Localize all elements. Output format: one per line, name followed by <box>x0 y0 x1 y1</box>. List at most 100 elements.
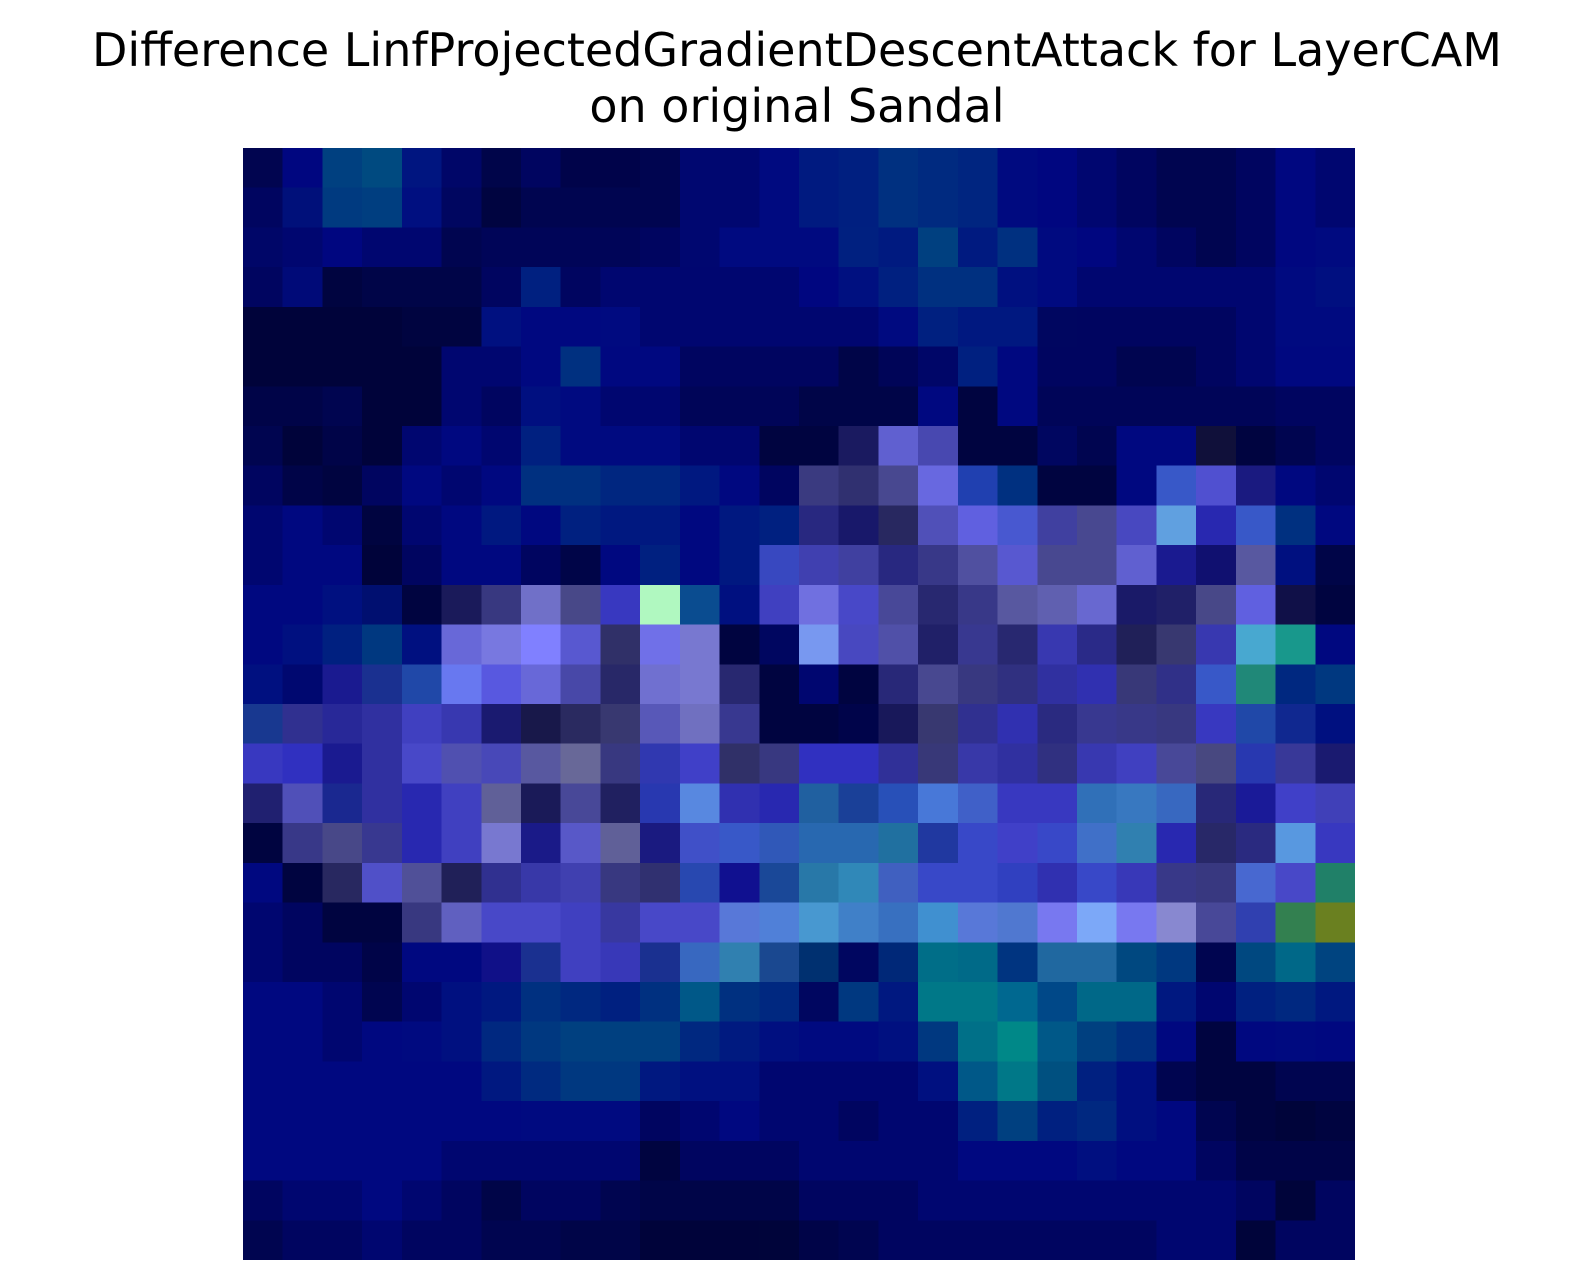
heatmap-cell-r13-c0 <box>243 664 284 705</box>
heatmap-cell-r25-c9 <box>600 1140 641 1182</box>
heatmap-cell-r3-c7 <box>521 267 562 308</box>
heatmap-cell-r3-c17 <box>918 267 959 308</box>
heatmap-cell-r27-c1 <box>282 1220 324 1260</box>
heatmap-cell-r12-c11 <box>679 624 721 665</box>
heatmap-cell-r11-c2 <box>322 584 363 626</box>
heatmap-cell-r2-c19 <box>997 227 1038 268</box>
heatmap-cell-r22-c12 <box>719 1021 760 1063</box>
heatmap-cell-r2-c22 <box>1116 227 1158 268</box>
heatmap-cell-r25-c22 <box>1116 1140 1158 1182</box>
heatmap-cell-r9-c10 <box>640 505 681 546</box>
heatmap-cell-r8-c17 <box>918 465 959 507</box>
heatmap-cell-r15-c2 <box>322 743 363 785</box>
heatmap-cell-r12-c27 <box>1315 624 1355 665</box>
heatmap-cell-r18-c18 <box>957 862 999 904</box>
heatmap-cell-r13-c3 <box>362 664 403 705</box>
heatmap-cell-r19-c15 <box>838 902 880 943</box>
heatmap-cell-r5-c3 <box>362 346 403 387</box>
heatmap-cell-r9-c13 <box>759 505 800 546</box>
heatmap-cell-r9-c2 <box>322 505 363 546</box>
heatmap-cell-r3-c22 <box>1116 267 1158 308</box>
heatmap-cell-r11-c5 <box>441 584 482 626</box>
heatmap-cell-r15-c14 <box>799 743 840 785</box>
heatmap-cell-r1-c15 <box>838 187 880 229</box>
heatmap-cell-r27-c4 <box>401 1220 443 1260</box>
heatmap-cell-r7-c4 <box>401 426 443 467</box>
heatmap-cell-r8-c24 <box>1196 465 1237 507</box>
heatmap-cell-r26-c17 <box>918 1180 959 1221</box>
heatmap-cell-r15-c12 <box>719 743 760 785</box>
heatmap-cell-r5-c17 <box>918 346 959 387</box>
heatmap-cell-r2-c23 <box>1156 227 1197 268</box>
heatmap-cell-r10-c13 <box>759 545 800 586</box>
heatmap-cell-r25-c20 <box>1037 1140 1078 1182</box>
heatmap-cell-r15-c5 <box>441 743 482 785</box>
heatmap-cell-r24-c25 <box>1235 1101 1277 1142</box>
heatmap-cell-r3-c9 <box>600 267 641 308</box>
heatmap-cell-r14-c11 <box>679 704 721 745</box>
heatmap-cell-r8-c9 <box>600 465 641 507</box>
heatmap-cell-r27-c23 <box>1156 1220 1197 1260</box>
heatmap-cell-r16-c3 <box>362 783 403 824</box>
heatmap-cell-r12-c17 <box>918 624 959 665</box>
heatmap-cell-r10-c8 <box>560 545 602 586</box>
heatmap-cell-r18-c5 <box>441 862 482 904</box>
heatmap-cell-r8-c21 <box>1077 465 1118 507</box>
heatmap-cell-r5-c16 <box>878 346 919 387</box>
heatmap-cell-r10-c17 <box>918 545 959 586</box>
heatmap-cell-r13-c24 <box>1196 664 1237 705</box>
heatmap-cell-r13-c12 <box>719 664 760 705</box>
heatmap-cell-r9-c17 <box>918 505 959 546</box>
heatmap-cell-r11-c12 <box>719 584 760 626</box>
heatmap-cell-r27-c26 <box>1275 1220 1316 1260</box>
heatmap-cell-r1-c9 <box>600 187 641 229</box>
heatmap-cell-r14-c3 <box>362 704 403 745</box>
heatmap-cell-r1-c3 <box>362 187 403 229</box>
heatmap-cell-r27-c0 <box>243 1220 284 1260</box>
heatmap-cell-r4-c5 <box>441 306 482 348</box>
heatmap-cell-r25-c21 <box>1077 1140 1118 1182</box>
heatmap-cell-r20-c16 <box>878 942 919 983</box>
heatmap-cell-r24-c18 <box>957 1101 999 1142</box>
heatmap-cell-r12-c18 <box>957 624 999 665</box>
heatmap-cell-r21-c23 <box>1156 982 1197 1023</box>
heatmap-cell-r21-c6 <box>481 982 522 1023</box>
heatmap-cell-r9-c22 <box>1116 505 1158 546</box>
heatmap-cell-r9-c23 <box>1156 505 1197 546</box>
heatmap-cell-r18-c26 <box>1275 862 1316 904</box>
heatmap-cell-r9-c0 <box>243 505 284 546</box>
heatmap-cell-r14-c23 <box>1156 704 1197 745</box>
heatmap-cell-r11-c8 <box>560 584 602 626</box>
heatmap-cell-r23-c2 <box>322 1061 363 1102</box>
heatmap-cell-r2-c18 <box>957 227 999 268</box>
heatmap-cell-r13-c19 <box>997 664 1038 705</box>
heatmap-cell-r14-c12 <box>719 704 760 745</box>
heatmap-cell-r15-c7 <box>521 743 562 785</box>
heatmap-cell-r7-c24 <box>1196 426 1237 467</box>
heatmap-cell-r2-c1 <box>282 227 324 268</box>
heatmap-cell-r20-c25 <box>1235 942 1277 983</box>
heatmap-cell-r27-c21 <box>1077 1220 1118 1260</box>
heatmap-cell-r26-c3 <box>362 1180 403 1221</box>
heatmap-cell-r19-c24 <box>1196 902 1237 943</box>
heatmap-cell-r1-c22 <box>1116 187 1158 229</box>
heatmap-cell-r20-c0 <box>243 942 284 983</box>
heatmap-cell-r0-c1 <box>282 148 324 189</box>
heatmap-cell-r6-c1 <box>282 386 324 427</box>
heatmap-cell-r25-c14 <box>799 1140 840 1182</box>
heatmap-cell-r7-c14 <box>799 426 840 467</box>
heatmap-cell-r4-c15 <box>838 306 880 348</box>
heatmap-cell-r11-c18 <box>957 584 999 626</box>
heatmap-cell-r10-c10 <box>640 545 681 586</box>
heatmap-cell-r7-c6 <box>481 426 522 467</box>
heatmap-cell-r7-c20 <box>1037 426 1078 467</box>
heatmap-cell-r10-c11 <box>679 545 721 586</box>
heatmap-cell-r3-c21 <box>1077 267 1118 308</box>
heatmap-cell-r27-c9 <box>600 1220 641 1260</box>
heatmap-cell-r19-c18 <box>957 902 999 943</box>
heatmap-cell-r21-c2 <box>322 982 363 1023</box>
heatmap-cell-r19-c9 <box>600 902 641 943</box>
heatmap-cell-r9-c14 <box>799 505 840 546</box>
heatmap-cell-r7-c25 <box>1235 426 1277 467</box>
heatmap-cell-r16-c26 <box>1275 783 1316 824</box>
